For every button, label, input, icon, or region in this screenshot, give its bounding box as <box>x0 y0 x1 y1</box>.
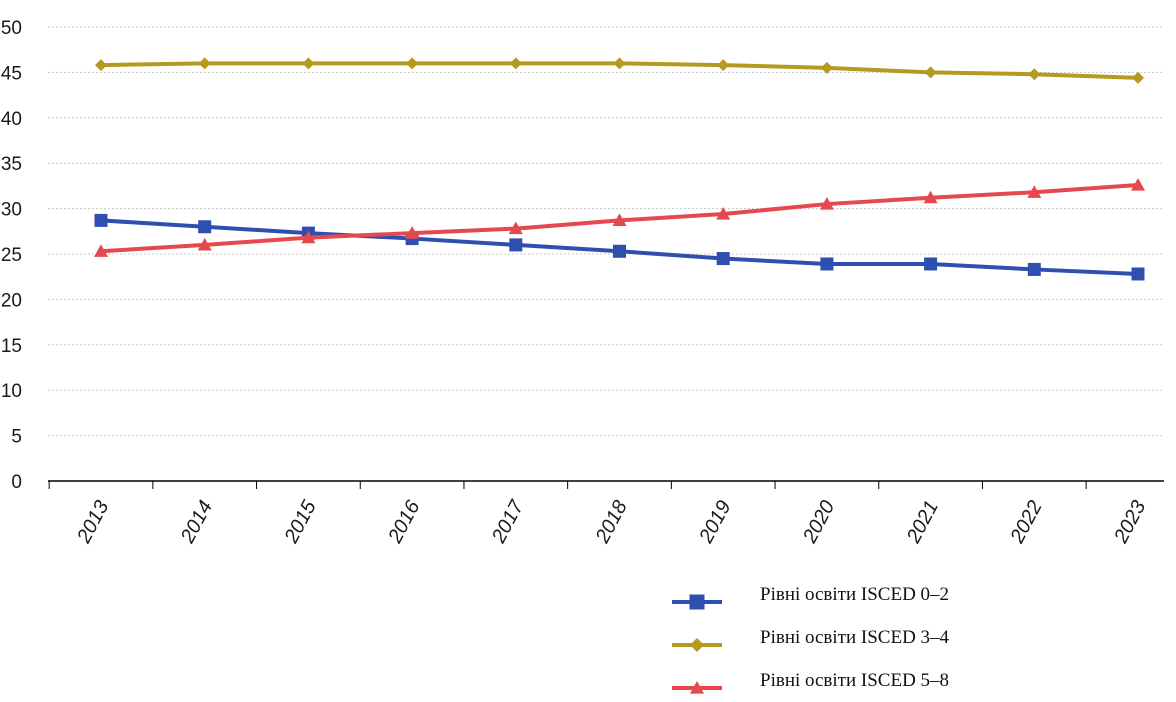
data-point <box>716 252 730 266</box>
data-point <box>716 207 731 220</box>
x-tick-label: 2019 <box>695 497 736 548</box>
data-point <box>301 230 316 244</box>
x-tick-label: 2015 <box>280 496 321 547</box>
legend-label: Рівні освіти ISCED 3–4 <box>760 627 950 648</box>
x-tick-label: 2021 <box>902 497 943 548</box>
data-point <box>508 221 523 235</box>
data-point <box>1028 68 1041 81</box>
y-tick-label: 40 <box>1 109 22 130</box>
x-tick-label: 2023 <box>1110 497 1151 548</box>
data-point <box>94 244 108 257</box>
data-point <box>198 57 211 70</box>
series-lines <box>94 57 1145 281</box>
data-point <box>509 57 522 70</box>
data-point <box>302 57 315 70</box>
series-3 <box>94 177 1145 257</box>
data-point <box>820 61 833 74</box>
data-point <box>1131 177 1145 191</box>
data-point <box>924 66 937 79</box>
y-tick-label: 20 <box>1 290 22 311</box>
data-point <box>1027 262 1041 276</box>
x-tick-label: 2017 <box>487 496 528 547</box>
legend-item: Рівні освіти ISCED 3–4 <box>672 627 950 652</box>
data-point <box>613 244 626 258</box>
x-tick-label: 2016 <box>384 496 425 547</box>
data-point <box>690 638 704 652</box>
data-point <box>198 220 212 234</box>
y-tick-label: 30 <box>1 200 22 221</box>
data-point <box>612 213 627 227</box>
legend-item: Рівні освіти ISCED 0–2 <box>672 584 949 610</box>
data-point <box>924 257 938 271</box>
legend-item: Рівні освіти ISCED 5–8 <box>672 670 949 694</box>
data-point <box>95 59 107 72</box>
y-tick-label: 50 <box>1 18 22 39</box>
data-point <box>94 213 108 227</box>
legend: Рівні освіти ISCED 0–2 Рівні освіти ISCED… <box>672 584 950 694</box>
series-2 <box>95 57 1144 84</box>
x-tick-label: 2020 <box>799 497 840 548</box>
y-tick-label: 25 <box>1 245 22 266</box>
x-tick-label: 2018 <box>591 497 632 548</box>
y-tick-label: 0 <box>11 472 22 493</box>
y-tick-label: 10 <box>1 381 22 402</box>
data-point <box>405 226 420 239</box>
data-point <box>509 238 523 252</box>
data-point <box>819 197 834 210</box>
x-tick-label: 2014 <box>176 497 217 548</box>
legend-label: Рівні освіти ISCED 5–8 <box>760 670 949 691</box>
legend-label: Рівні освіти ISCED 0–2 <box>760 584 949 605</box>
data-point <box>923 190 938 204</box>
y-tick-label: 45 <box>1 63 22 84</box>
x-tick-label: 2013 <box>73 497 114 548</box>
y-tick-label: 5 <box>11 427 22 448</box>
y-axis: 0 5 10 15 20 25 30 35 40 45 50 <box>1 18 22 493</box>
data-point <box>690 681 704 694</box>
data-point <box>1132 71 1144 84</box>
x-tick-label: 2022 <box>1006 497 1047 548</box>
data-point <box>197 237 212 251</box>
data-point <box>406 57 419 70</box>
gridlines <box>48 26 1164 437</box>
y-tick-label: 15 <box>1 336 22 357</box>
x-axis: 2013 2014 2015 2016 2017 2018 2019 2020 2021 2022… <box>48 480 1164 548</box>
data-point <box>717 59 730 72</box>
y-tick-label: 35 <box>1 154 22 175</box>
data-point <box>613 57 626 70</box>
data-point <box>689 594 705 610</box>
data-point <box>1027 185 1042 198</box>
data-point <box>820 257 834 271</box>
data-point <box>1131 267 1145 281</box>
